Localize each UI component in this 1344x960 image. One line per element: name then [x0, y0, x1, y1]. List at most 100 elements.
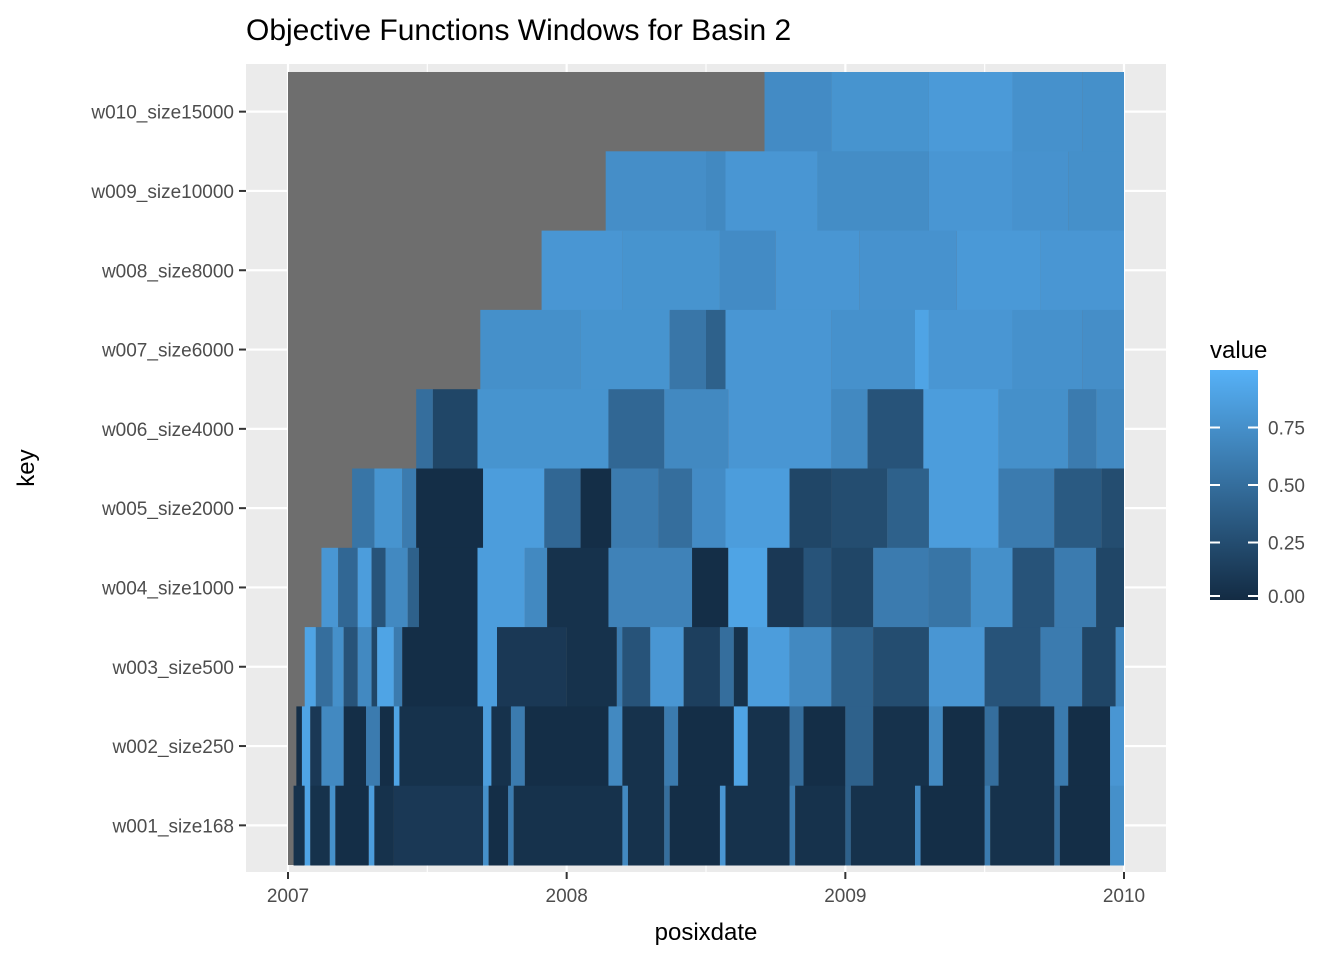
heatmap-cell: [831, 547, 874, 628]
heatmap-cell: [357, 627, 372, 707]
y-tick-label: w004_size1000: [101, 578, 234, 599]
heatmap-cell: [343, 706, 367, 787]
heatmap-cell: [747, 627, 790, 707]
heatmap-cell: [488, 785, 509, 866]
heatmap-cell: [1082, 72, 1124, 152]
x-tick-label: 2007: [267, 886, 309, 907]
y-axis: w001_size168 w002_size250 w003_size500 w004…: [90, 103, 246, 837]
heatmap-cell: [608, 706, 623, 787]
heatmap-cell: [1068, 706, 1111, 787]
heatmap-cell: [402, 468, 417, 549]
heatmap-cell: [1101, 468, 1124, 549]
heatmap-cell: [928, 547, 971, 628]
heatmap-cell: [622, 230, 720, 311]
heatmap-cell: [928, 468, 999, 549]
heatmap-cell: [1059, 785, 1111, 866]
heatmap-cell: [706, 309, 726, 390]
heatmap-cell: [304, 627, 316, 707]
chart-title: Objective Functions Windows for Basin 2: [246, 14, 791, 47]
heatmap-cells: [288, 72, 1124, 866]
heatmap-cell: [942, 706, 985, 787]
heatmap-cell: [928, 627, 985, 707]
heatmap-cell: [1082, 309, 1124, 390]
heatmap-cell: [719, 785, 726, 866]
heatmap-cell: [1068, 389, 1097, 469]
heatmap-cell: [338, 547, 358, 628]
heatmap-cell: [664, 706, 679, 787]
heatmap-cell: [477, 389, 609, 469]
heatmap-cell: [1054, 785, 1060, 866]
x-tick-label: 2010: [1103, 886, 1145, 907]
y-tick-label: w006_size4000: [101, 420, 234, 441]
heatmap-cell: [789, 785, 796, 866]
heatmap-cell: [767, 547, 804, 628]
heatmap-cell: [352, 468, 375, 549]
heatmap-cell: [789, 627, 832, 707]
heatmap-cell: [725, 785, 790, 866]
heatmap-cell: [627, 785, 665, 866]
heatmap-cell: [483, 706, 492, 787]
heatmap-cell: [831, 72, 929, 152]
heatmap-cell: [747, 706, 790, 787]
y-tick-label: w007_size6000: [101, 341, 234, 362]
x-tick-label: 2009: [824, 886, 866, 907]
heatmap-cell: [984, 785, 991, 866]
heatmap-cell: [873, 706, 929, 787]
heatmap-cell: [497, 627, 567, 707]
heatmap-cell: [296, 706, 302, 787]
heatmap-cell: [1054, 706, 1069, 787]
heatmap-cell: [1012, 72, 1083, 152]
heatmap-cell: [357, 547, 372, 628]
heatmap-cell: [393, 627, 403, 707]
heatmap-cell: [817, 151, 929, 232]
heatmap-cell: [580, 468, 612, 549]
heatmap-cell: [483, 785, 489, 866]
heatmap-cell: [335, 785, 369, 866]
heatmap-cell: [310, 706, 322, 787]
heatmap-cell: [845, 785, 851, 866]
heatmap-cell: [733, 706, 748, 787]
heatmap-cell: [678, 706, 734, 787]
heatmap-cell: [915, 309, 929, 390]
y-tick-label: w010_size15000: [90, 103, 234, 124]
legend-tick-label: 0.25: [1268, 534, 1305, 555]
heatmap-cell: [728, 547, 768, 628]
heatmap-cell: [928, 706, 943, 787]
heatmap-cell: [480, 309, 581, 390]
heatmap-cell: [524, 547, 548, 628]
heatmap-cell: [321, 547, 339, 628]
heatmap-cell: [315, 627, 333, 707]
heatmap-cell: [371, 627, 378, 707]
heatmap-cell: [622, 785, 628, 866]
heatmap-cell: [608, 389, 665, 469]
heatmap-cell: [664, 389, 729, 469]
heatmap-cell: [611, 468, 659, 549]
heatmap-cell: [887, 468, 929, 549]
heatmap-cell: [566, 627, 617, 707]
heatmap-cell: [332, 627, 344, 707]
heatmap-cell: [379, 706, 394, 787]
heatmap-cell: [859, 230, 957, 311]
heatmap-cell: [368, 785, 375, 866]
heatmap-cell: [605, 151, 706, 232]
heatmap-cell: [524, 706, 609, 787]
heatmap-cell: [416, 468, 484, 549]
heatmap-cell: [1096, 389, 1124, 469]
heatmap-cell: [850, 785, 915, 866]
heatmap-cell: [920, 785, 985, 866]
y-tick-label: w001_size168: [112, 816, 234, 837]
heatmap-cell: [915, 785, 921, 866]
heatmap-cell: [831, 627, 874, 707]
heatmap-cell: [393, 706, 400, 787]
heatmap-cell: [418, 547, 478, 628]
heatmap-cell: [343, 627, 358, 707]
heatmap-cell: [789, 468, 832, 549]
heatmap-cell: [622, 706, 665, 787]
heatmap-cell: [393, 785, 484, 866]
y-tick-label: w008_size8000: [101, 261, 234, 282]
heatmap-cell: [733, 627, 748, 707]
y-tick-label: w003_size500: [112, 658, 234, 679]
heatmap-cell: [970, 547, 1013, 628]
legend: value 0.00 0.25 0.50 0.75: [1210, 337, 1305, 608]
heatmap-cell: [658, 468, 693, 549]
